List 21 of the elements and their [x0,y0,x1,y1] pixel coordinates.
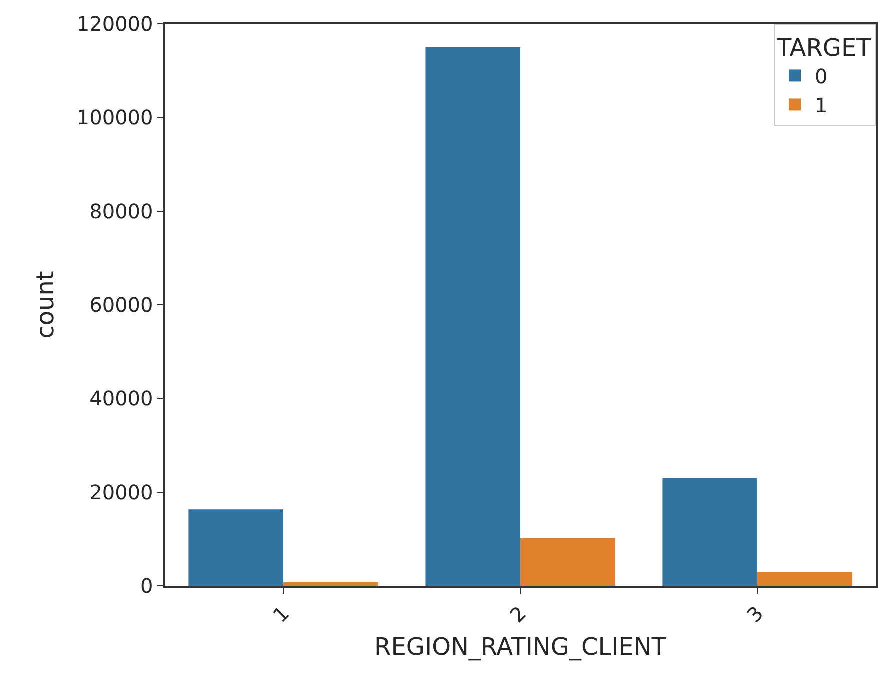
y-tick-label: 0 [140,574,154,598]
x-tick-label: 3 [742,601,768,628]
bar [426,47,520,586]
y-tick-label: 60000 [90,293,154,317]
y-axis-title: count [31,271,60,339]
bar [284,582,378,586]
x-tick-label: 2 [505,601,532,628]
y-tick-label: 20000 [90,480,154,504]
bar [662,478,758,586]
x-tick-label: 1 [268,601,294,628]
legend-title: TARGET [776,34,872,62]
legend-label: 0 [815,64,828,88]
x-axis-title: REGION_RATING_CLIENT [374,633,667,662]
y-tick-label: 80000 [90,199,154,224]
y-tick-label: 120000 [76,12,154,36]
y-tick-label: 100000 [76,106,154,130]
bar [758,572,852,586]
bar [188,510,284,586]
bar [520,538,616,586]
y-tick-label: 40000 [90,386,154,411]
legend-label: 1 [815,94,828,118]
